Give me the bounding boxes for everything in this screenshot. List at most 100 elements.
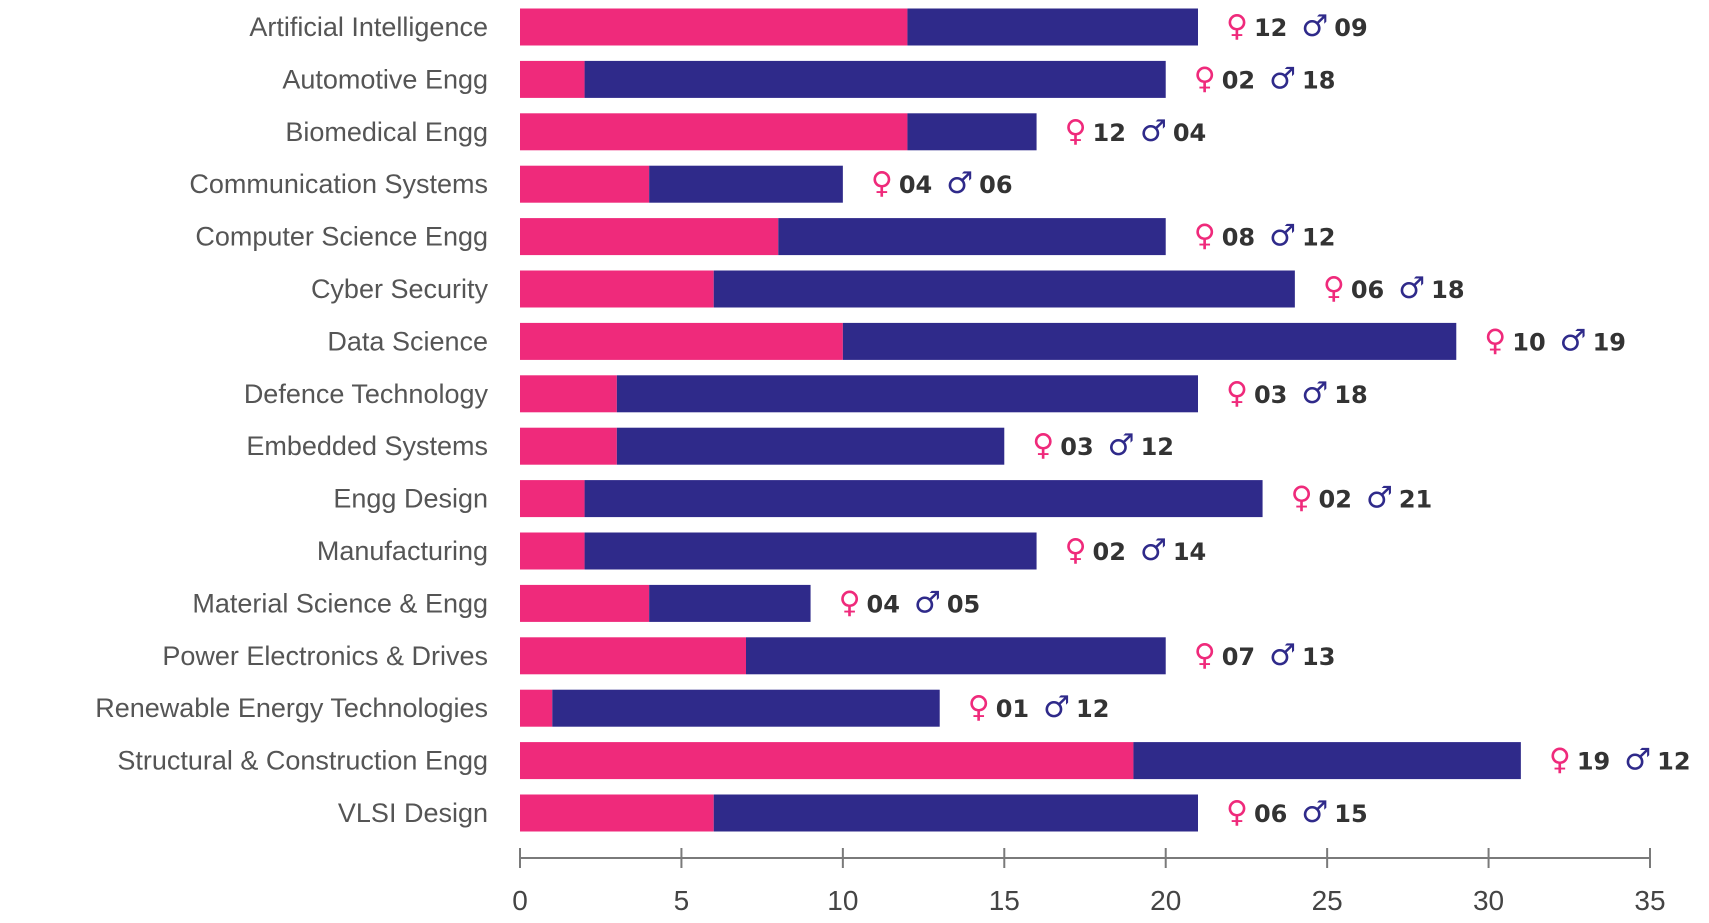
male-icon: ♂ xyxy=(1301,376,1328,411)
category-label-data-science: Data Science xyxy=(327,326,488,356)
male-count: 04 xyxy=(1173,119,1206,147)
bar-male-vlsi-design xyxy=(713,794,1198,832)
x-tick-label: 5 xyxy=(674,885,690,916)
bars-group xyxy=(520,8,1521,832)
female-count: 04 xyxy=(899,171,932,199)
male-count: 13 xyxy=(1302,643,1335,671)
x-tick-label: 30 xyxy=(1473,885,1504,916)
bar-female-automotive-engg xyxy=(520,60,585,98)
bar-male-power-electronics-and-drives xyxy=(746,637,1166,675)
bar-male-manufacturing xyxy=(584,532,1037,570)
bar-female-cyber-security xyxy=(520,270,714,308)
category-label-automotive-engg: Automotive Engg xyxy=(282,64,488,94)
male-icon: ♂ xyxy=(1301,795,1328,830)
category-label-biomedical-engg: Biomedical Engg xyxy=(285,117,488,147)
female-count: 01 xyxy=(996,695,1029,723)
value-label-artificial-intelligence: ♀ 12 ♂ 09 xyxy=(1226,9,1368,44)
male-icon: ♂ xyxy=(914,585,941,620)
bar-male-communication-systems xyxy=(649,165,843,203)
category-label-embedded-systems: Embedded Systems xyxy=(246,431,488,461)
bar-female-structural-and-construction-engg xyxy=(520,742,1134,780)
male-count: 06 xyxy=(979,171,1012,199)
x-axis: 0 5 10 15 20 25 30 35 xyxy=(512,848,1666,916)
value-label-biomedical-engg: ♀ 12 ♂ 04 xyxy=(1065,114,1207,149)
value-label-power-electronics-and-drives: ♀ 07 ♂ 13 xyxy=(1194,638,1336,673)
female-count: 02 xyxy=(1222,66,1255,94)
female-icon: ♀ xyxy=(1032,428,1054,463)
male-icon: ♂ xyxy=(1301,9,1328,44)
female-icon: ♀ xyxy=(1226,376,1248,411)
bar-female-renewable-energy-technologies xyxy=(520,689,553,727)
bar-female-power-electronics-and-drives xyxy=(520,637,746,675)
male-count: 09 xyxy=(1334,14,1367,42)
x-tick-label: 35 xyxy=(1634,885,1665,916)
female-icon: ♀ xyxy=(1226,795,1248,830)
bar-male-cyber-security xyxy=(713,270,1295,308)
male-count: 19 xyxy=(1593,328,1626,356)
value-label-engg-design: ♀ 02 ♂ 21 xyxy=(1291,481,1433,516)
bar-male-computer-science-engg xyxy=(778,218,1166,256)
female-icon: ♀ xyxy=(1549,743,1571,778)
female-count: 03 xyxy=(1254,381,1287,409)
female-icon: ♀ xyxy=(1226,9,1248,44)
category-label-defence-technology: Defence Technology xyxy=(244,379,489,409)
female-count: 08 xyxy=(1222,224,1255,252)
bar-male-structural-and-construction-engg xyxy=(1133,742,1521,780)
female-icon: ♀ xyxy=(839,585,861,620)
category-label-vlsi-design: VLSI Design xyxy=(338,798,488,828)
male-icon: ♂ xyxy=(1624,743,1651,778)
female-icon: ♀ xyxy=(968,690,990,725)
x-tick-label: 10 xyxy=(827,885,858,916)
bar-male-artificial-intelligence xyxy=(907,8,1198,46)
value-label-communication-systems: ♀ 04 ♂ 06 xyxy=(871,166,1013,201)
male-count: 14 xyxy=(1173,538,1206,566)
female-count: 06 xyxy=(1351,276,1384,304)
male-count: 15 xyxy=(1334,800,1367,828)
female-icon: ♀ xyxy=(871,166,893,201)
category-label-artificial-intelligence: Artificial Intelligence xyxy=(249,12,488,42)
x-tick-label: 0 xyxy=(512,885,528,916)
male-count: 21 xyxy=(1399,486,1432,514)
bar-female-manufacturing xyxy=(520,532,585,570)
x-tick-label: 15 xyxy=(989,885,1020,916)
male-count: 18 xyxy=(1431,276,1464,304)
female-count: 12 xyxy=(1254,14,1287,42)
value-label-defence-technology: ♀ 03 ♂ 18 xyxy=(1226,376,1368,411)
male-icon: ♂ xyxy=(1043,690,1070,725)
female-icon: ♀ xyxy=(1194,61,1216,96)
category-label-cyber-security: Cyber Security xyxy=(311,274,489,304)
value-label-automotive-engg: ♀ 02 ♂ 18 xyxy=(1194,61,1336,96)
value-label-material-science-and-engg: ♀ 04 ♂ 05 xyxy=(839,585,981,620)
male-count: 18 xyxy=(1302,66,1335,94)
male-count: 05 xyxy=(947,590,980,618)
x-tick-label: 25 xyxy=(1312,885,1343,916)
female-count: 02 xyxy=(1319,486,1352,514)
bar-female-material-science-and-engg xyxy=(520,584,650,622)
bar-female-vlsi-design xyxy=(520,794,714,832)
female-icon: ♀ xyxy=(1291,481,1313,516)
x-tick-label: 20 xyxy=(1150,885,1181,916)
female-count: 06 xyxy=(1254,800,1287,828)
bar-female-data-science xyxy=(520,322,843,360)
male-icon: ♂ xyxy=(1108,428,1135,463)
female-count: 07 xyxy=(1222,643,1255,671)
bar-female-computer-science-engg xyxy=(520,218,779,256)
bar-female-communication-systems xyxy=(520,165,650,203)
bar-male-engg-design xyxy=(584,480,1263,518)
female-count: 04 xyxy=(867,590,900,618)
male-count: 12 xyxy=(1076,695,1109,723)
male-icon: ♂ xyxy=(1140,114,1167,149)
female-count: 10 xyxy=(1512,328,1545,356)
value-label-renewable-energy-technologies: ♀ 01 ♂ 12 xyxy=(968,690,1110,725)
value-label-structural-and-construction-engg: ♀ 19 ♂ 12 xyxy=(1549,743,1691,778)
value-label-embedded-systems: ♀ 03 ♂ 12 xyxy=(1032,428,1174,463)
bar-male-renewable-energy-technologies xyxy=(552,689,940,727)
bar-male-embedded-systems xyxy=(616,427,1005,465)
category-labels: Artificial Intelligence Automotive Engg Bi… xyxy=(95,12,488,828)
bar-male-biomedical-engg xyxy=(907,113,1037,151)
value-label-cyber-security: ♀ 06 ♂ 18 xyxy=(1323,271,1465,306)
bar-female-embedded-systems xyxy=(520,427,617,465)
bar-female-defence-technology xyxy=(520,375,617,413)
bar-female-engg-design xyxy=(520,480,585,518)
